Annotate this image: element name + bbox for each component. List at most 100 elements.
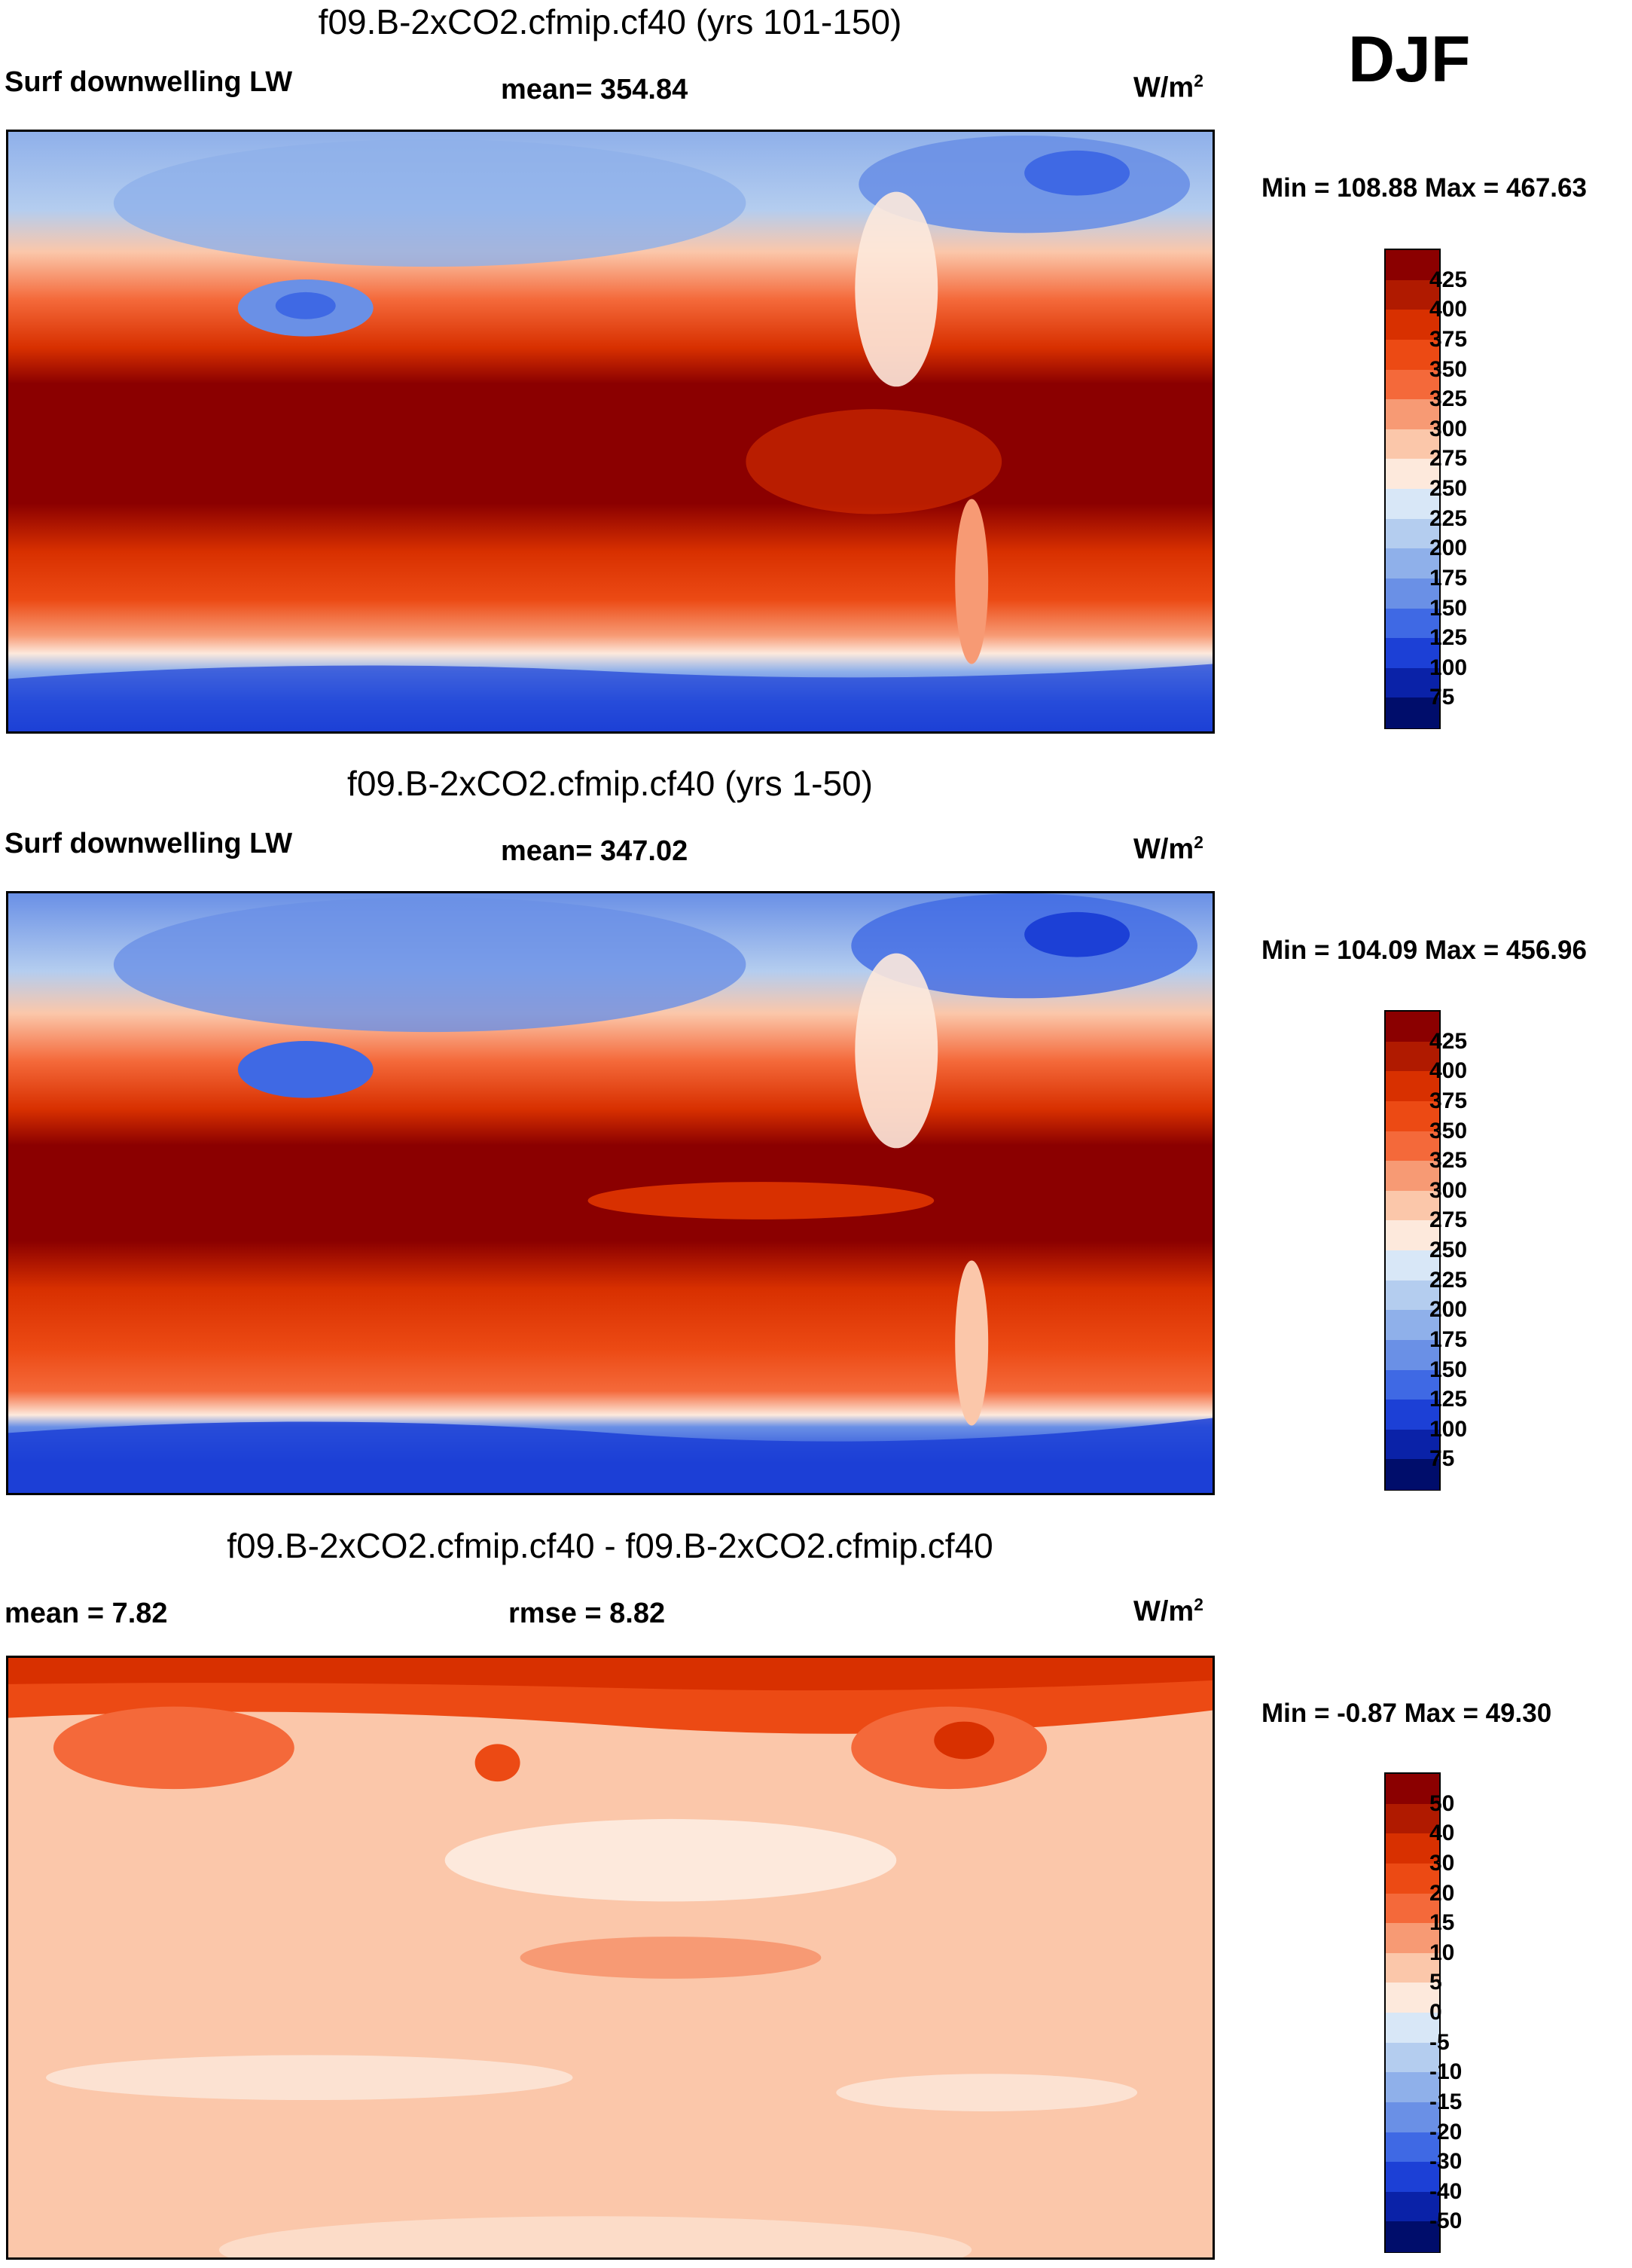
colorbar-tick-label: 200 xyxy=(1429,1297,1468,1323)
colorbar-swatch xyxy=(1386,1893,1439,1924)
colorbar-tick-label: 250 xyxy=(1429,476,1468,501)
colorbar-tick-label: 30 xyxy=(1429,1850,1455,1876)
colorbar-tick-label: 10 xyxy=(1429,1940,1455,1965)
colorbar-tick-label: 300 xyxy=(1429,416,1468,441)
colorbar-swatch xyxy=(1386,429,1439,459)
colorbar-tick-label: 150 xyxy=(1429,595,1468,621)
colorbar-tick-label: 275 xyxy=(1429,1207,1468,1233)
panel-3-mean-label: mean = 7.82 xyxy=(5,1598,168,1629)
season-label: DJF xyxy=(1348,23,1471,96)
colorbar-swatch xyxy=(1386,1220,1439,1251)
colorbar-swatch xyxy=(1386,1041,1439,1072)
colorbar-tick-label: 125 xyxy=(1429,625,1468,651)
panel-2-field xyxy=(8,893,1213,1493)
colorbar-tick-label: -10 xyxy=(1429,2059,1463,2085)
colorbar-swatch xyxy=(1386,2013,1439,2044)
colorbar-swatch xyxy=(1386,399,1439,430)
colorbar-tick-label: 5 xyxy=(1429,1970,1442,1995)
panel-1-mean-label: mean= 354.84 xyxy=(501,74,688,105)
colorbar-tick-label: 200 xyxy=(1429,536,1468,561)
colorbar-tick-label: 175 xyxy=(1429,1326,1468,1352)
colorbar-swatch xyxy=(1386,638,1439,669)
panel-3-field xyxy=(8,1658,1213,2257)
panel-1-colorbar xyxy=(1384,249,1441,729)
colorbar-tick-label: 0 xyxy=(1429,2000,1442,2025)
panel-2-units: W/m2 xyxy=(1133,832,1203,865)
colorbar-swatch xyxy=(1386,1339,1439,1370)
panel-1-variable-label: Surf downwelling LW xyxy=(5,66,293,98)
colorbar-swatch xyxy=(1386,1250,1439,1281)
colorbar-swatch xyxy=(1386,2191,1439,2222)
colorbar-swatch xyxy=(1386,1952,1439,1983)
colorbar-swatch xyxy=(1386,1923,1439,1954)
colorbar-tick-label: -40 xyxy=(1429,2178,1463,2204)
colorbar-tick-label: 325 xyxy=(1429,386,1468,412)
colorbar-swatch xyxy=(1386,2132,1439,2163)
colorbar-tick-label: -30 xyxy=(1429,2149,1463,2175)
colorbar-tick-label: 325 xyxy=(1429,1148,1468,1174)
colorbar-swatch xyxy=(1386,369,1439,400)
colorbar-tick-label: 300 xyxy=(1429,1177,1468,1203)
colorbar-tick-label: 400 xyxy=(1429,1058,1468,1084)
colorbar-swatch xyxy=(1386,548,1439,579)
colorbar-tick-label: 375 xyxy=(1429,1088,1468,1113)
colorbar-swatch xyxy=(1386,608,1439,639)
colorbar-tick-label: 75 xyxy=(1429,685,1455,710)
panel-1-units: W/m2 xyxy=(1133,71,1203,104)
panel-2-title: f09.B-2xCO2.cfmip.cf40 (yrs 1-50) xyxy=(347,764,873,803)
colorbar-swatch xyxy=(1386,1833,1439,1864)
colorbar-tick-label: -15 xyxy=(1429,2089,1463,2114)
panel-2-map xyxy=(6,891,1215,1495)
colorbar-swatch xyxy=(1386,2072,1439,2103)
colorbar-tick-label: 100 xyxy=(1429,1416,1468,1442)
colorbar-swatch xyxy=(1386,1369,1439,1400)
colorbar-tick-label: -20 xyxy=(1429,2119,1463,2144)
panel-2-minmax: Min = 104.09 Max = 456.96 xyxy=(1261,936,1587,965)
colorbar-tick-label: -50 xyxy=(1429,2208,1463,2234)
colorbar-tick-label: 225 xyxy=(1429,1267,1468,1293)
colorbar-swatch xyxy=(1386,1100,1439,1131)
colorbar-swatch xyxy=(1386,1131,1439,1161)
colorbar-tick-label: 400 xyxy=(1429,297,1468,322)
colorbar-swatch xyxy=(1386,2102,1439,2132)
colorbar-swatch xyxy=(1386,1280,1439,1311)
panel-1-minmax: Min = 108.88 Max = 467.63 xyxy=(1261,173,1587,203)
colorbar-swatch xyxy=(1386,1012,1439,1042)
colorbar-swatch xyxy=(1386,578,1439,609)
colorbar-tick-label: 350 xyxy=(1429,1118,1468,1143)
panel-3-title: f09.B-2xCO2.cfmip.cf40 - f09.B-2xCO2.cfm… xyxy=(227,1526,993,1565)
panel-3-map xyxy=(6,1656,1215,2260)
panel-1-map xyxy=(6,130,1215,734)
panel-3-units: W/m2 xyxy=(1133,1595,1203,1628)
colorbar-tick-label: 375 xyxy=(1429,326,1468,352)
colorbar-swatch xyxy=(1386,1310,1439,1341)
panel-1-field xyxy=(8,132,1213,731)
colorbar-swatch xyxy=(1386,1774,1439,1805)
colorbar-tick-label: 15 xyxy=(1429,1910,1455,1936)
colorbar-swatch xyxy=(1386,518,1439,549)
colorbar-swatch xyxy=(1386,1983,1439,2013)
colorbar-swatch xyxy=(1386,2162,1439,2193)
colorbar-swatch xyxy=(1386,1400,1439,1430)
colorbar-swatch xyxy=(1386,250,1439,281)
colorbar-swatch xyxy=(1386,459,1439,490)
colorbar-swatch xyxy=(1386,310,1439,340)
colorbar-tick-label: 125 xyxy=(1429,1387,1468,1412)
colorbar-swatch xyxy=(1386,1863,1439,1894)
colorbar-swatch xyxy=(1386,279,1439,310)
colorbar-tick-label: -5 xyxy=(1429,2029,1450,2055)
colorbar-tick-label: 350 xyxy=(1429,356,1468,382)
colorbar-tick-label: 100 xyxy=(1429,655,1468,680)
colorbar-swatch xyxy=(1386,1190,1439,1221)
colorbar-tick-label: 275 xyxy=(1429,446,1468,472)
colorbar-tick-label: 40 xyxy=(1429,1821,1455,1846)
colorbar-swatch xyxy=(1386,339,1439,370)
panel-3-colorbar xyxy=(1384,1772,1441,2253)
colorbar-tick-label: 425 xyxy=(1429,267,1468,292)
colorbar-tick-label: 50 xyxy=(1429,1790,1455,1816)
colorbar-swatch xyxy=(1386,697,1439,728)
panel-3-rmse-label: rmse = 8.82 xyxy=(508,1598,666,1629)
colorbar-swatch xyxy=(1386,2221,1439,2252)
panel-2-mean-label: mean= 347.02 xyxy=(501,835,688,867)
colorbar-swatch xyxy=(1386,1071,1439,1102)
